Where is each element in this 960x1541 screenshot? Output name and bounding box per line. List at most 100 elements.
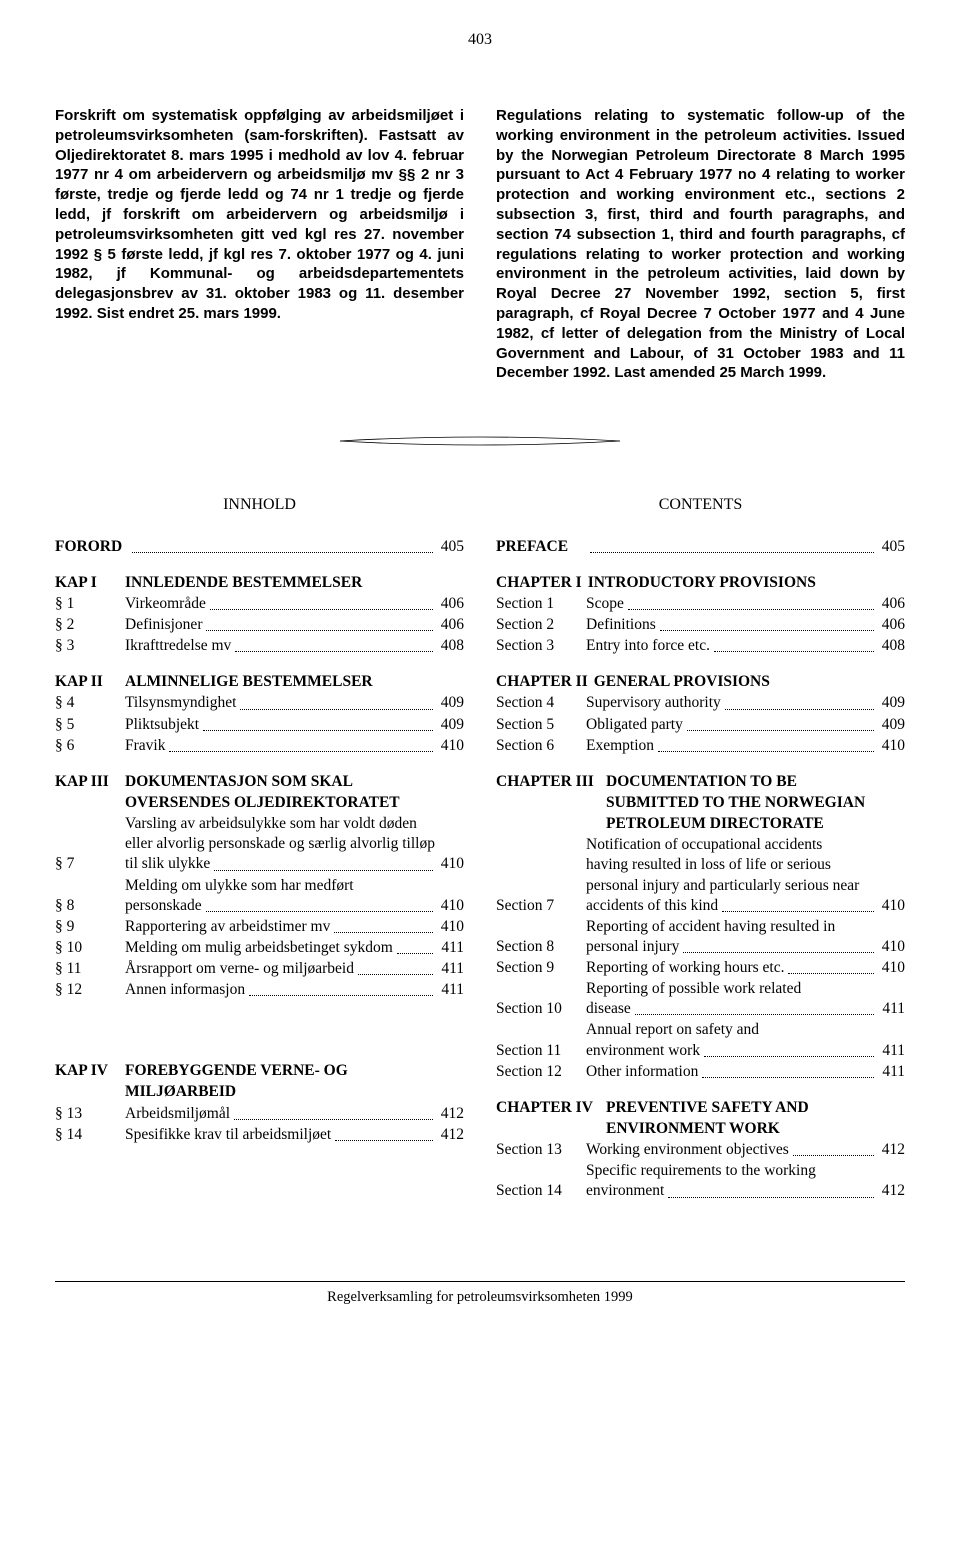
toc-ref: Section 12 — [496, 1062, 586, 1082]
toc-page: 410 — [437, 736, 464, 756]
toc-ref: § 11 — [55, 959, 125, 979]
toc-dots — [722, 911, 874, 912]
toc-page: 406 — [878, 594, 905, 614]
toc-heading-left: INNHOLD — [55, 495, 464, 515]
toc-entry: Section 12 Other information 411 — [496, 1062, 905, 1082]
toc-title-line: Specific requirements to the working — [586, 1161, 905, 1181]
toc-ref: Section 8 — [496, 937, 586, 957]
toc-right: CONTENTS PREFACE 405 CHAPTER I INTRODUCT… — [496, 495, 905, 1203]
toc-page: 410 — [878, 958, 905, 978]
toc-ref: KAP I — [55, 573, 125, 593]
toc-ref: Section 4 — [496, 693, 586, 713]
footer: Regelverksamling for petroleumsvirksomhe… — [55, 1281, 905, 1306]
toc-chapter-title: DOCUMENTATION TO BE — [606, 772, 797, 792]
toc-chapter-title-line: SUBMITTED TO THE NORWEGIAN — [496, 793, 905, 813]
toc-dots — [704, 1056, 874, 1057]
toc-dots — [714, 651, 874, 652]
toc-chapter-title: GENERAL PROVISIONS — [594, 672, 770, 692]
toc-dots — [635, 1014, 875, 1015]
toc-page: 409 — [878, 693, 905, 713]
toc-chapter-title: ALMINNELIGE BESTEMMELSER — [125, 672, 373, 692]
toc-entry: Section 9 Reporting of working hours etc… — [496, 958, 905, 978]
toc-chapter-title-line: ENVIRONMENT WORK — [496, 1119, 905, 1139]
toc-dots — [214, 870, 433, 871]
toc-ref: § 10 — [55, 938, 125, 958]
toc-page: 405 — [437, 537, 464, 557]
toc-title-line: disease — [586, 999, 631, 1019]
toc-ref: § 9 — [55, 917, 125, 937]
toc-dots — [793, 1155, 874, 1156]
toc-entry: Section 2 Definitions 406 — [496, 615, 905, 635]
toc-chapter-chap3: CHAPTER III DOCUMENTATION TO BE — [496, 772, 905, 792]
toc-ref: Section 11 — [496, 1041, 586, 1061]
toc-dots — [235, 651, 432, 652]
toc-ref: KAP II — [55, 672, 125, 692]
toc-ref: Section 7 — [496, 896, 586, 916]
toc-title-line: environment — [586, 1181, 664, 1201]
toc-heading-right: CONTENTS — [496, 495, 905, 515]
toc-dots — [335, 1140, 433, 1141]
toc-chapter-title: PREVENTIVE SAFETY AND — [606, 1098, 809, 1118]
toc-ref: CHAPTER II — [496, 672, 594, 692]
toc-dots — [687, 730, 874, 731]
toc-ref: § 7 — [55, 854, 125, 874]
toc-title-line: Notification of occupational accidents — [586, 835, 905, 855]
toc-page: 412 — [437, 1125, 464, 1145]
toc-chapter-title: DOKUMENTASJON SOM SKAL — [125, 772, 353, 792]
toc-title: Fravik — [125, 736, 165, 756]
toc-entry: Section 3 Entry into force etc. 408 — [496, 636, 905, 656]
toc-ref: KAP III — [55, 772, 125, 792]
toc-page: 410 — [878, 736, 905, 756]
toc-entry: § 1 Virkeområde 406 — [55, 594, 464, 614]
toc-title-line: having resulted in loss of life or serio… — [586, 855, 905, 875]
toc-title-line: personskade — [125, 896, 202, 916]
toc-dots — [132, 552, 433, 553]
toc-entry: Section 14 Specific requirements to the … — [496, 1161, 905, 1201]
toc-ref: Section 6 — [496, 736, 586, 756]
toc-ref: § 1 — [55, 594, 125, 614]
toc-title: Rapportering av arbeidstimer mv — [125, 917, 330, 937]
toc-page: 410 — [437, 896, 464, 916]
toc-title: Entry into force etc. — [586, 636, 710, 656]
toc-entry: § 5 Pliktsubjekt 409 — [55, 715, 464, 735]
toc-chapter-chap2: CHAPTER II GENERAL PROVISIONS — [496, 672, 905, 692]
toc-dots — [334, 932, 432, 933]
toc-title: Obligated party — [586, 715, 683, 735]
toc-chapter-title: FOREBYGGENDE VERNE- OG — [125, 1061, 348, 1081]
toc-page: 409 — [878, 715, 905, 735]
toc-entry: Section 7 Notification of occupational a… — [496, 835, 905, 916]
toc-ref: Section 2 — [496, 615, 586, 635]
toc-entry: Section 5 Obligated party 409 — [496, 715, 905, 735]
toc-entry: § 9 Rapportering av arbeidstimer mv 410 — [55, 917, 464, 937]
toc-ref: § 6 — [55, 736, 125, 756]
toc-dots — [658, 751, 874, 752]
toc-entry: § 8 Melding om ulykke som har medført pe… — [55, 876, 464, 916]
toc-title-line: Reporting of possible work related — [586, 979, 905, 999]
toc-title: Spesifikke krav til arbeidsmiljøet — [125, 1125, 331, 1145]
toc-ref: Section 3 — [496, 636, 586, 656]
toc-chapter-title: INTRODUCTORY PROVISIONS — [588, 573, 816, 593]
toc-page: 412 — [878, 1140, 905, 1160]
toc-ref: CHAPTER I — [496, 573, 588, 593]
toc-dots — [169, 751, 432, 752]
toc-page: 411 — [878, 999, 905, 1019]
toc-entry: § 13 Arbeidsmiljømål 412 — [55, 1104, 464, 1124]
toc-entry: Section 13 Working environment objective… — [496, 1140, 905, 1160]
toc-chapter-kap1: KAP I INNLEDENDE BESTEMMELSER — [55, 573, 464, 593]
toc-entry-forord: FORORD 405 — [55, 537, 464, 557]
toc-dots — [702, 1077, 874, 1078]
toc-page: 411 — [437, 980, 464, 1000]
toc-entry: Section 11 Annual report on safety and e… — [496, 1020, 905, 1060]
toc-dots — [628, 609, 874, 610]
toc-page: 410 — [437, 854, 464, 874]
toc-title: Exemption — [586, 736, 654, 756]
toc-page: 405 — [878, 537, 905, 557]
toc-dots — [668, 1197, 873, 1198]
toc-dots — [788, 973, 873, 974]
toc-entry: Section 10 Reporting of possible work re… — [496, 979, 905, 1019]
toc-ref: § 3 — [55, 636, 125, 656]
toc-entry: § 7 Varsling av arbeidsulykke som har vo… — [55, 814, 464, 874]
toc-page: 412 — [878, 1181, 905, 1201]
toc-title: Scope — [586, 594, 624, 614]
toc-page: 411 — [437, 959, 464, 979]
